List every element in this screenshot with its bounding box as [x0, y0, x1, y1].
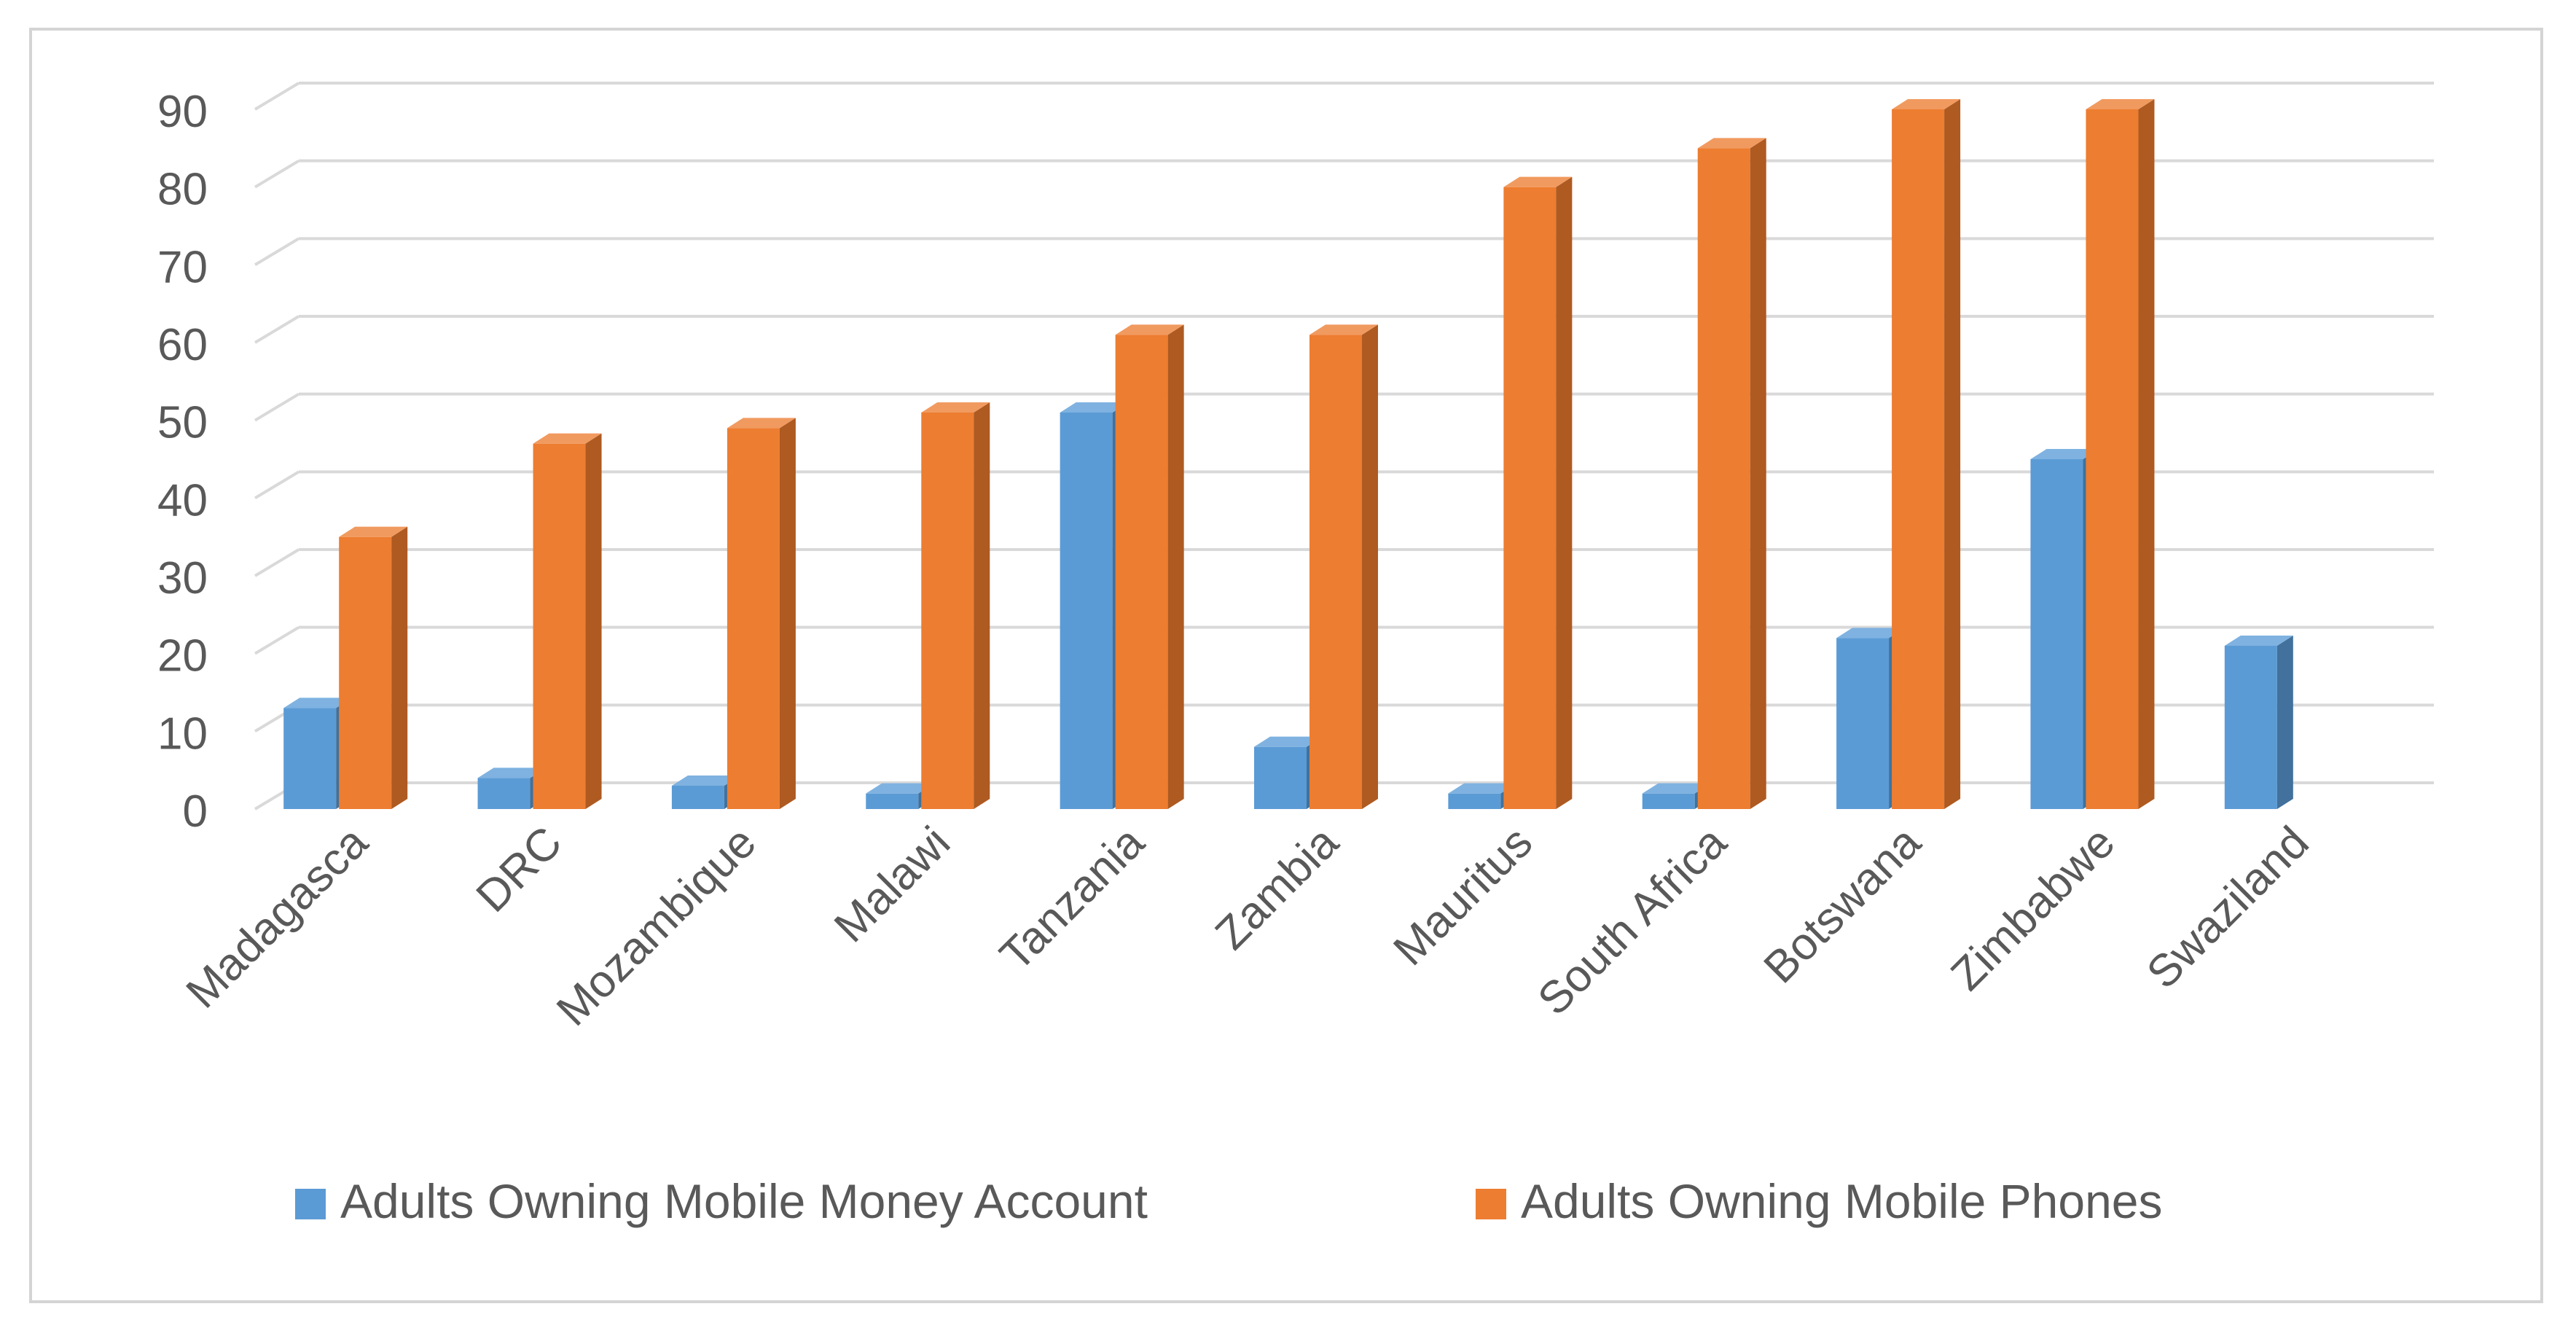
- gridline-slant: [254, 315, 300, 344]
- bar: [2086, 99, 2155, 809]
- legend: Adults Owning Mobile Money Account Adults…: [295, 1174, 2163, 1228]
- y-tick-label: 80: [157, 165, 208, 215]
- x-tick-label: Botswana: [1755, 817, 1931, 993]
- y-tick-label: 90: [157, 87, 208, 137]
- legend-swatch: [295, 1189, 326, 1219]
- x-tick-label: Zimbabwe: [1941, 817, 2124, 1000]
- legend-item: Adults Owning Mobile Phones: [1476, 1174, 2163, 1228]
- x-tick-label: Mozambique: [547, 817, 766, 1036]
- legend-label: Adults Owning Mobile Money Account: [340, 1174, 1148, 1228]
- legend-item: Adults Owning Mobile Money Account: [295, 1174, 1148, 1228]
- x-tick-label: Malawi: [825, 817, 960, 952]
- y-tick-label: 60: [157, 320, 208, 370]
- bar: [727, 418, 796, 809]
- legend-label: Adults Owning Mobile Phones: [1521, 1174, 2163, 1228]
- x-tick-label: Madagasca: [177, 817, 378, 1018]
- gridline-slant: [254, 82, 300, 111]
- bar: [1892, 99, 1961, 809]
- y-tick-label: 10: [157, 708, 208, 759]
- y-tick-label: 40: [157, 475, 208, 526]
- bar: [1309, 324, 1378, 809]
- gridline-slant: [254, 237, 300, 267]
- gridline-slant: [254, 548, 300, 577]
- bar: [921, 402, 990, 809]
- x-tick-label: DRC: [467, 817, 572, 922]
- x-tick-label: Zambia: [1206, 817, 1348, 959]
- y-tick-label: 0: [183, 786, 208, 837]
- y-tick-label: 20: [157, 631, 208, 681]
- y-tick-label: 30: [157, 553, 208, 603]
- y-axis: 0 10 20 30 40 50 60 70 80 90: [157, 87, 208, 837]
- bars: [283, 99, 2293, 810]
- y-tick-label: 70: [157, 242, 208, 292]
- x-tick-label: South Africa: [1528, 817, 1737, 1026]
- bar: [533, 433, 602, 809]
- bar: [1503, 176, 1573, 810]
- y-tick-label: 50: [157, 398, 208, 448]
- gridline-slant: [254, 470, 300, 500]
- x-tick-label: Mauritus: [1384, 817, 1542, 975]
- gridline-slant: [254, 159, 300, 189]
- gridline-slant: [254, 392, 300, 422]
- gridline-slant: [254, 625, 300, 655]
- x-tick-label: Tanzania: [990, 817, 1154, 981]
- bar: [1115, 324, 1184, 809]
- bar: [339, 526, 408, 809]
- bar: [2224, 636, 2293, 809]
- x-tick-label: Swaziland: [2137, 817, 2319, 999]
- bar: [1697, 138, 1766, 810]
- legend-swatch: [1476, 1189, 1506, 1219]
